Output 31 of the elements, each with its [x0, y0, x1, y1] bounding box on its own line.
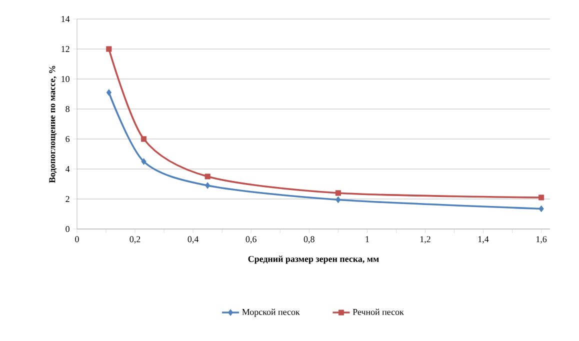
x-tick-label: 1 [366, 236, 369, 242]
y-axis-title: Водопоглощение по массе, % [49, 66, 57, 183]
point [141, 158, 146, 165]
point [106, 89, 112, 96]
x-tick-label: 0,8 [304, 236, 314, 244]
y-tick-label: 6 [66, 136, 70, 142]
legend-label: Морской песок [242, 308, 300, 317]
point [335, 190, 341, 196]
y-tick-label: 12 [62, 46, 70, 52]
y-tick-label: 10 [62, 76, 70, 82]
x-tick-label: 0,6 [246, 236, 256, 244]
point [106, 46, 112, 52]
x-axis-title: Средний размер зерен песка, мм [248, 256, 379, 264]
point [538, 205, 544, 212]
legend-label: Речной песок [352, 308, 404, 316]
point [538, 194, 544, 200]
x-tick-label: 0 [75, 236, 79, 242]
y-tick-label: 4 [66, 166, 70, 172]
point [140, 136, 147, 142]
x-tick-label: 1,6 [536, 236, 547, 244]
y-tick-label: 0 [66, 226, 70, 232]
y-tick-label: 14 [62, 16, 70, 22]
x-tick-label: 1,2 [420, 236, 430, 244]
x-tick-label: 1,4 [478, 236, 489, 244]
point [204, 174, 210, 180]
point [336, 196, 341, 204]
y-tick-label: 8 [66, 106, 70, 112]
y-tick-label: 2 [66, 196, 70, 202]
point [204, 182, 210, 189]
x-tick-label: 0,4 [188, 236, 199, 244]
x-tick-label: 0,2 [130, 236, 140, 244]
